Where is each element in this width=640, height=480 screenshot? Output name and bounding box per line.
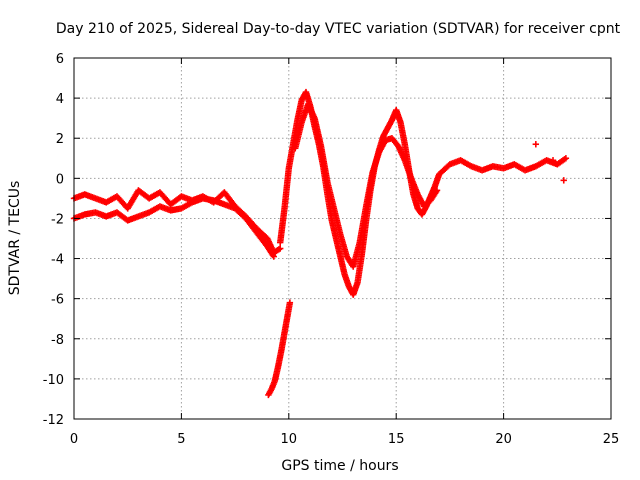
data-point-main-track: [562, 155, 570, 162]
y-tick-label: 6: [56, 52, 64, 67]
y-tick-label: 0: [56, 172, 64, 187]
x-tick-label: 25: [603, 432, 620, 447]
chart-title: Day 210 of 2025, Sidereal Day-to-day VTE…: [56, 21, 621, 37]
data-point-lower-track: [270, 253, 277, 260]
data-point-isolated-points: [532, 141, 540, 148]
data-point-outlier-segment: [286, 299, 294, 306]
axis-ticks: 0 5 10 15 20 25 -12 -10 -8 -6 -4 -2 0 2 4 6: [43, 52, 620, 447]
data-point-upper-track: [277, 245, 284, 252]
y-tick-label: 2: [56, 132, 64, 147]
data-point-isolated-points: [549, 157, 557, 164]
data-point-dip-branch: [433, 187, 441, 194]
data-point-upper-track: [275, 246, 283, 253]
y-axis-label: SDTVAR / TECUs: [7, 181, 23, 296]
y-tick-label: -8: [51, 333, 64, 348]
plot-frame: [73, 57, 612, 420]
x-tick-label: 20: [495, 432, 512, 447]
x-tick-label: 0: [70, 432, 78, 447]
x-tick-label: 15: [388, 432, 405, 447]
y-tick-label: 4: [56, 92, 64, 107]
y-tick-label: -2: [51, 212, 64, 227]
plot-area: [70, 88, 570, 399]
x-tick-label: 10: [281, 432, 298, 447]
y-tick-label: -4: [51, 253, 64, 268]
data-point-isolated-points: [560, 177, 567, 184]
y-tick-label: -6: [51, 293, 64, 308]
x-tick-label: 5: [177, 432, 185, 447]
y-tick-label: -10: [43, 373, 64, 388]
x-axis-label: GPS time / hours: [281, 458, 398, 474]
y-tick-label: -12: [43, 413, 64, 428]
